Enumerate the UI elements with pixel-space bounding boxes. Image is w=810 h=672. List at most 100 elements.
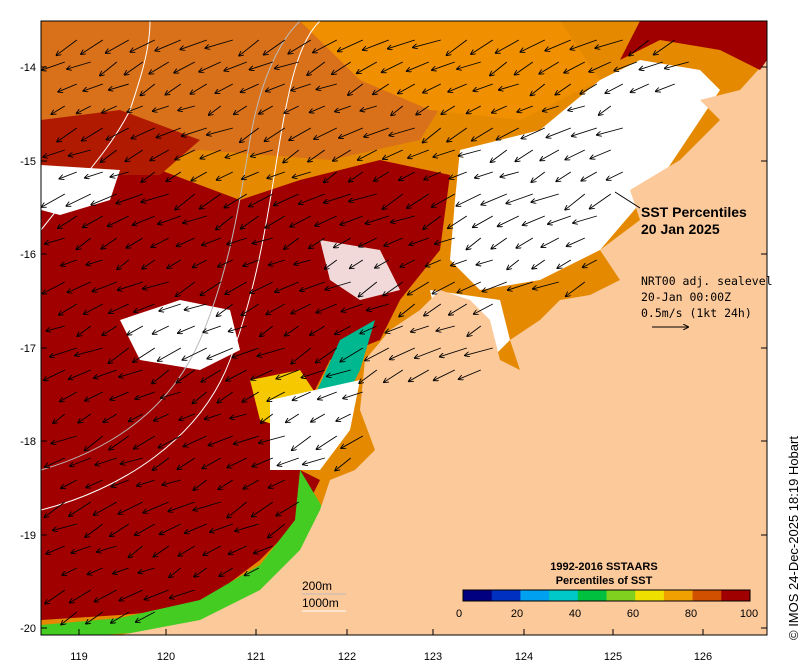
current-vector-arrow xyxy=(229,545,248,554)
current-vector-arrow xyxy=(533,281,559,289)
current-vector-arrow xyxy=(286,413,300,422)
lon-tick-label: 125 xyxy=(604,651,622,663)
current-vector-arrow xyxy=(77,237,92,249)
current-vector-arrow xyxy=(106,39,130,53)
current-vector-arrow xyxy=(374,171,390,181)
current-vector-arrow xyxy=(182,127,207,136)
current-vector-arrow xyxy=(408,149,429,158)
current-vector-arrow xyxy=(179,413,195,420)
current-vector-arrow xyxy=(447,127,468,142)
current-vector-arrow xyxy=(568,105,585,110)
current-vector-arrow xyxy=(531,193,559,202)
colorbar-frame xyxy=(462,589,751,602)
current-vector-arrow xyxy=(365,347,390,361)
current-vector-arrow xyxy=(116,193,143,203)
current-vector-arrow xyxy=(364,127,389,137)
current-vector-arrow xyxy=(348,83,364,95)
current-vector-arrow xyxy=(243,259,259,266)
current-vector-arrow xyxy=(217,171,234,180)
current-vector-arrow xyxy=(69,369,91,379)
current-vector-arrow xyxy=(174,61,196,73)
current-vector-arrow xyxy=(227,501,248,518)
current-vector-arrow xyxy=(45,237,65,244)
current-vector-arrow xyxy=(335,457,352,471)
current-vector-arrow xyxy=(117,259,130,269)
current-vector-arrow xyxy=(415,347,441,358)
current-vector-arrow xyxy=(61,611,78,625)
current-vector-arrow xyxy=(465,347,493,355)
current-vector-arrow xyxy=(265,215,286,228)
current-vector-arrow xyxy=(284,237,300,249)
current-vector-arrow xyxy=(85,523,104,537)
latitude-axis: -14 -15 -16 -17 -18 -19 -20 xyxy=(20,62,767,635)
current-vector-arrow xyxy=(531,83,546,95)
current-vector-arrow xyxy=(342,303,363,312)
current-vector-arrow xyxy=(259,105,274,114)
current-vector-arrow xyxy=(391,105,404,115)
current-vector-arrow xyxy=(400,259,416,267)
current-vector-arrow xyxy=(61,479,78,488)
lon-tick-label: 123 xyxy=(424,651,442,663)
current-vector-arrow xyxy=(433,149,455,157)
contour-label-200m: 200m xyxy=(302,579,332,593)
current-vector-arrow xyxy=(407,61,429,71)
current-vector-arrow xyxy=(226,369,248,381)
current-vector-arrow xyxy=(53,413,66,423)
current-vector-arrow xyxy=(640,61,663,70)
current-vector-arrow xyxy=(69,501,92,516)
current-vector-arrow xyxy=(448,215,468,228)
current-vector-arrow xyxy=(193,391,208,403)
current-vector-arrow xyxy=(313,39,338,53)
current-vector-arrow xyxy=(289,127,312,140)
current-vector-arrow xyxy=(317,83,337,89)
current-vector-arrow xyxy=(86,611,104,624)
current-vector-arrow xyxy=(95,589,118,602)
lat-tick-label: -18 xyxy=(20,436,36,448)
current-vector-arrow xyxy=(665,61,689,68)
current-vector-arrow xyxy=(310,105,325,112)
current-vector-arrow xyxy=(141,193,169,202)
current-vector-arrow xyxy=(389,127,415,136)
current-vector-arrow xyxy=(126,237,144,248)
current-vector-arrow xyxy=(522,127,546,139)
current-vector-arrow xyxy=(183,215,207,223)
current-vector-arrow xyxy=(61,259,77,266)
current-vector-arrow xyxy=(95,457,117,465)
current-vector-arrow xyxy=(224,193,248,208)
current-vector-arrow xyxy=(360,325,378,334)
current-vector-arrow xyxy=(191,171,208,181)
current-vector-arrow xyxy=(499,83,519,90)
current-vector-arrow xyxy=(433,281,456,294)
current-vector-arrow xyxy=(42,61,65,70)
current-vector-arrow xyxy=(441,105,456,114)
current-vector-arrow xyxy=(581,171,598,181)
current-vector-arrow xyxy=(46,545,65,554)
current-vector-arrow xyxy=(109,83,129,90)
current-vector-arrow xyxy=(209,105,222,115)
current-vector-arrow xyxy=(335,105,351,112)
current-vector-arrow xyxy=(43,281,66,294)
current-vector-arrow xyxy=(119,369,143,377)
current-vector-arrow xyxy=(288,39,312,54)
current-vector-arrow xyxy=(547,127,571,137)
colorbar-swatch xyxy=(635,590,665,601)
current-vector-arrow xyxy=(475,171,493,178)
current-vector-arrow xyxy=(467,105,482,113)
current-vector-arrow xyxy=(97,545,117,552)
current-vector-arrow xyxy=(564,61,586,73)
current-vector-arrow xyxy=(471,39,494,54)
current-vector-arrow xyxy=(155,39,181,51)
current-vector-arrow xyxy=(517,105,533,112)
current-vector-arrow xyxy=(308,149,326,162)
current-vector-arrow xyxy=(557,259,572,268)
current-vector-arrow xyxy=(434,369,456,380)
current-vector-arrow xyxy=(327,369,351,376)
current-vector-arrow xyxy=(291,303,312,314)
current-vector-arrow xyxy=(590,149,611,159)
current-vector-arrow xyxy=(57,39,78,55)
current-vector-arrow xyxy=(424,171,442,180)
current-vector-arrow xyxy=(118,501,144,514)
current-vector-arrow xyxy=(102,325,118,335)
current-vector-arrow xyxy=(408,281,430,295)
current-vector-arrow xyxy=(336,413,352,421)
